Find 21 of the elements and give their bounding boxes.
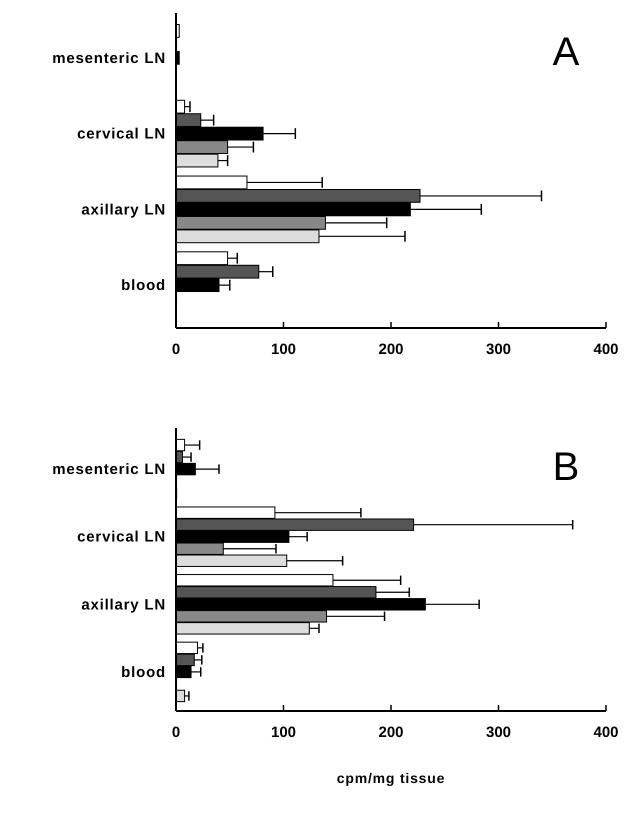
- x-tick-label: 300: [486, 724, 512, 741]
- y-tick-label: blood: [121, 664, 166, 681]
- x-tick-label: 400: [593, 341, 619, 358]
- y-tick-label: mesenteric LN: [52, 50, 166, 67]
- x-tick-label: 0: [172, 341, 180, 358]
- x-axis-title: cpm/mg tissue: [336, 770, 446, 786]
- y-tick-label: axillary LN: [81, 596, 166, 614]
- x-tick-label: 200: [378, 724, 404, 741]
- x-tick-label: 100: [270, 341, 296, 358]
- y-tick-label: blood: [121, 277, 166, 294]
- y-tick-label: cervical LN: [77, 126, 166, 143]
- chart-title: B: [552, 445, 580, 489]
- x-tick-label: 0: [172, 724, 180, 741]
- y-tick-label: cervical LN: [77, 528, 166, 546]
- x-tick-label: 100: [270, 724, 296, 741]
- y-tick-label: mesenteric LN: [52, 461, 166, 478]
- chart-title: A: [552, 30, 580, 74]
- x-tick-label: 300: [486, 341, 512, 358]
- x-tick-label: 200: [378, 341, 404, 358]
- x-tick-label: 400: [593, 724, 619, 741]
- y-tick-label: axillary LN: [81, 201, 166, 218]
